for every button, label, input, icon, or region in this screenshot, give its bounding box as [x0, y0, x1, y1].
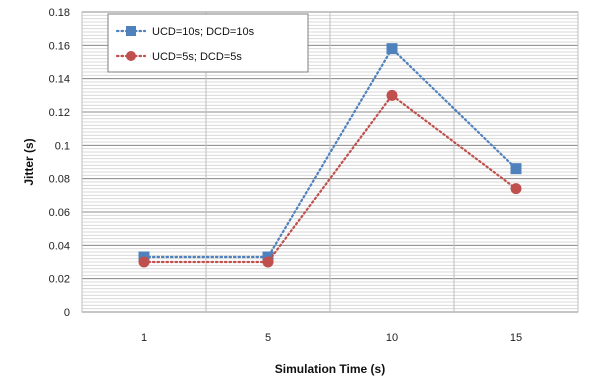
series-line-1: [142, 46, 518, 259]
x-axis-title: Simulation Time (s): [275, 362, 385, 376]
series-line-2: [142, 93, 518, 264]
y-tick-label: 0.1: [55, 140, 70, 152]
legend-box: [107, 13, 309, 73]
x-tick-label: 15: [510, 332, 522, 344]
y-tick-label: 0.02: [49, 274, 70, 286]
legend: UCD=10s; DCD=10s UCD=5s; DCD=5s: [107, 13, 309, 73]
y-tick-label: 0.04: [49, 240, 70, 252]
y-tick-label: 0: [64, 307, 70, 319]
data-point: [510, 183, 522, 195]
x-tick-label: 1: [141, 332, 147, 344]
y-axis-ticks: 0 0.02 0.04 0.06 0.08 0.1 0.12 0.14 0.16 0.18: [49, 7, 70, 319]
legend-label: UCD=5s; DCD=5s: [152, 51, 242, 63]
y-tick-label: 0.08: [49, 174, 70, 186]
legend-marker: [126, 26, 136, 36]
x-tick-label: 5: [265, 332, 271, 344]
data-point: [386, 43, 398, 55]
data-point: [386, 89, 398, 101]
y-tick-label: 0.12: [49, 107, 70, 119]
x-tick-label: 10: [386, 332, 398, 344]
series-layer: [138, 43, 522, 268]
data-point: [510, 163, 522, 175]
data-point: [138, 256, 150, 268]
x-axis-ticks: 1 5 10 15: [141, 332, 522, 344]
y-tick-label: 0.14: [49, 74, 70, 86]
data-point: [262, 256, 274, 268]
legend-label: UCD=10s; DCD=10s: [152, 26, 255, 38]
legend-marker: [126, 51, 136, 61]
y-tick-label: 0.18: [49, 7, 70, 19]
y-tick-label: 0.16: [49, 40, 70, 52]
y-axis-title: Jitter (s): [22, 138, 36, 185]
y-tick-label: 0.06: [49, 207, 70, 219]
